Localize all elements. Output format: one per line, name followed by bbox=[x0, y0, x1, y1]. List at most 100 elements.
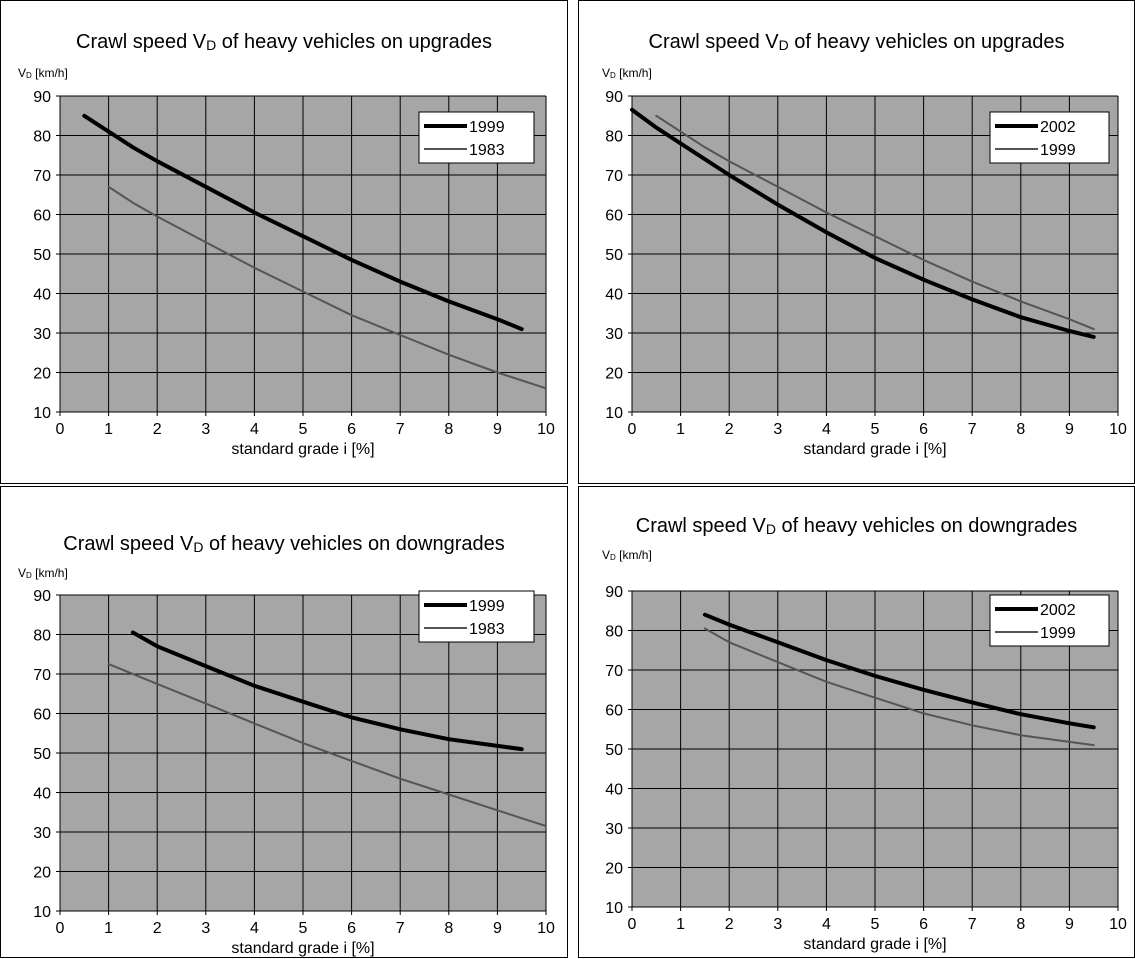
gridlines bbox=[631, 95, 1119, 413]
x-axis-label: standard grade i [%] bbox=[231, 940, 374, 957]
chart-title: Crawl speed VD of heavy vehicles on down… bbox=[63, 533, 505, 555]
y-tick-label: 10 bbox=[605, 405, 623, 422]
x-tick-label: 9 bbox=[1065, 421, 1074, 438]
y-tick-label: 20 bbox=[33, 366, 51, 383]
y-tick-label: 50 bbox=[33, 746, 51, 763]
x-tick-label: 6 bbox=[919, 916, 928, 933]
y-tick-label: 40 bbox=[605, 782, 623, 799]
y-tick-label: 40 bbox=[33, 287, 51, 304]
y-tick-label: 20 bbox=[605, 366, 623, 383]
y-tick-label: 40 bbox=[605, 287, 623, 304]
legend-box bbox=[418, 590, 535, 643]
x-tick-label: 2 bbox=[153, 920, 162, 937]
x-tick-label: 1 bbox=[104, 920, 113, 937]
x-tick-label: 1 bbox=[104, 421, 113, 438]
x-tick-label: 10 bbox=[537, 920, 555, 937]
legend: 1999 1983 bbox=[418, 111, 535, 164]
y-tick-label: 80 bbox=[33, 628, 51, 645]
x-axis-label: standard grade i [%] bbox=[803, 936, 946, 953]
y-tick-label: 60 bbox=[33, 707, 51, 724]
y-tick-label: 70 bbox=[33, 667, 51, 684]
x-tick-label: 10 bbox=[1109, 916, 1127, 933]
x-tick-label: 4 bbox=[250, 920, 259, 937]
x-tick-label: 6 bbox=[347, 421, 356, 438]
line-chart-svg: 10 20 30 40 50 60 70 80 90 0 1 2 3 4 5 6 7 8 9 10 standard g… bbox=[33, 89, 555, 458]
x-tick-label: 2 bbox=[725, 421, 734, 438]
x-tick-label: 0 bbox=[628, 916, 637, 933]
series-line bbox=[130, 630, 524, 752]
x-tick-label: 8 bbox=[1016, 421, 1025, 438]
series-line bbox=[630, 107, 1096, 339]
legend-label: 1983 bbox=[469, 142, 505, 159]
x-tick-label: 7 bbox=[396, 920, 405, 937]
y-tick-label: 20 bbox=[33, 865, 51, 882]
y-tick-label: 30 bbox=[33, 326, 51, 343]
x-tick-label: 5 bbox=[299, 920, 308, 937]
y-tick-label: 10 bbox=[33, 405, 51, 422]
x-axis-label: standard grade i [%] bbox=[803, 441, 946, 458]
y-tick-label: 80 bbox=[605, 624, 623, 641]
y-tick-label: 60 bbox=[33, 208, 51, 225]
y-tick-label: 70 bbox=[33, 168, 51, 185]
legend-box bbox=[418, 111, 535, 164]
y-tick-label: 70 bbox=[605, 663, 623, 680]
chart-panel-upgrades-2002-1999: Crawl speed VD of heavy vehicles on upgr… bbox=[578, 0, 1135, 484]
legend-label: 1999 bbox=[469, 119, 505, 136]
series-line bbox=[82, 113, 524, 332]
x-tick-label: 8 bbox=[444, 421, 453, 438]
series-line bbox=[655, 114, 1095, 331]
y-tick-label: 90 bbox=[33, 588, 51, 605]
x-tick-label: 7 bbox=[968, 916, 977, 933]
x-tick-label: 9 bbox=[493, 920, 502, 937]
x-tick-label: 2 bbox=[725, 916, 734, 933]
x-tick-label: 5 bbox=[871, 421, 880, 438]
legend: 2002 1999 bbox=[989, 594, 1110, 647]
y-tick-label: 90 bbox=[33, 89, 51, 106]
x-tick-label: 3 bbox=[773, 421, 782, 438]
legend-label: 2002 bbox=[1040, 602, 1076, 619]
chart-panel-downgrades-2002-1999: Crawl speed VD of heavy vehicles on down… bbox=[578, 486, 1135, 958]
y-axis-label: VD [km/h] bbox=[602, 66, 652, 80]
y-tick-label: 80 bbox=[605, 129, 623, 146]
x-tick-label: 0 bbox=[56, 421, 65, 438]
x-tick-label: 10 bbox=[537, 421, 555, 438]
y-tick-label: 50 bbox=[605, 247, 623, 264]
x-tick-label: 0 bbox=[628, 421, 637, 438]
x-tick-label: 4 bbox=[250, 421, 259, 438]
series-line bbox=[107, 663, 547, 828]
y-tick-label: 90 bbox=[605, 584, 623, 601]
x-tick-label: 2 bbox=[153, 421, 162, 438]
line-chart-svg: 10 20 30 40 50 60 70 80 90 0 1 2 3 4 5 6 7 8 9 10 standard g… bbox=[33, 588, 555, 957]
x-tick-label: 3 bbox=[201, 421, 210, 438]
x-tick-label: 8 bbox=[444, 920, 453, 937]
y-tick-label: 90 bbox=[605, 89, 623, 106]
x-tick-label: 3 bbox=[201, 920, 210, 937]
series-line bbox=[703, 627, 1095, 747]
y-tick-label: 70 bbox=[605, 168, 623, 185]
x-tick-label: 6 bbox=[347, 920, 356, 937]
y-tick-label: 10 bbox=[605, 900, 623, 917]
legend-box bbox=[989, 594, 1110, 647]
line-chart-svg: 10 20 30 40 50 60 70 80 90 0 1 2 3 4 5 6 7 8 9 10 standard g… bbox=[605, 584, 1127, 953]
legend: 2002 1999 bbox=[989, 111, 1110, 164]
x-tick-label: 6 bbox=[919, 421, 928, 438]
x-tick-label: 10 bbox=[1109, 421, 1127, 438]
x-tick-label: 4 bbox=[822, 421, 831, 438]
chart-title: Crawl speed VD of heavy vehicles on upgr… bbox=[648, 31, 1065, 53]
y-tick-label: 50 bbox=[33, 247, 51, 264]
legend: 1999 1983 bbox=[418, 590, 535, 643]
y-tick-label: 80 bbox=[33, 129, 51, 146]
legend-label: 2002 bbox=[1040, 119, 1076, 136]
x-tick-label: 9 bbox=[493, 421, 502, 438]
chart-title: Crawl speed VD of heavy vehicles on upgr… bbox=[76, 31, 492, 53]
y-tick-label: 60 bbox=[605, 208, 623, 225]
chart-title: Crawl speed VD of heavy vehicles on down… bbox=[635, 515, 1078, 537]
x-tick-label: 7 bbox=[396, 421, 405, 438]
x-tick-label: 1 bbox=[676, 916, 685, 933]
y-tick-label: 50 bbox=[605, 742, 623, 759]
x-tick-label: 3 bbox=[773, 916, 782, 933]
y-tick-label: 30 bbox=[605, 821, 623, 838]
gridlines bbox=[59, 95, 547, 413]
x-tick-label: 8 bbox=[1016, 916, 1025, 933]
x-tick-label: 0 bbox=[56, 920, 65, 937]
